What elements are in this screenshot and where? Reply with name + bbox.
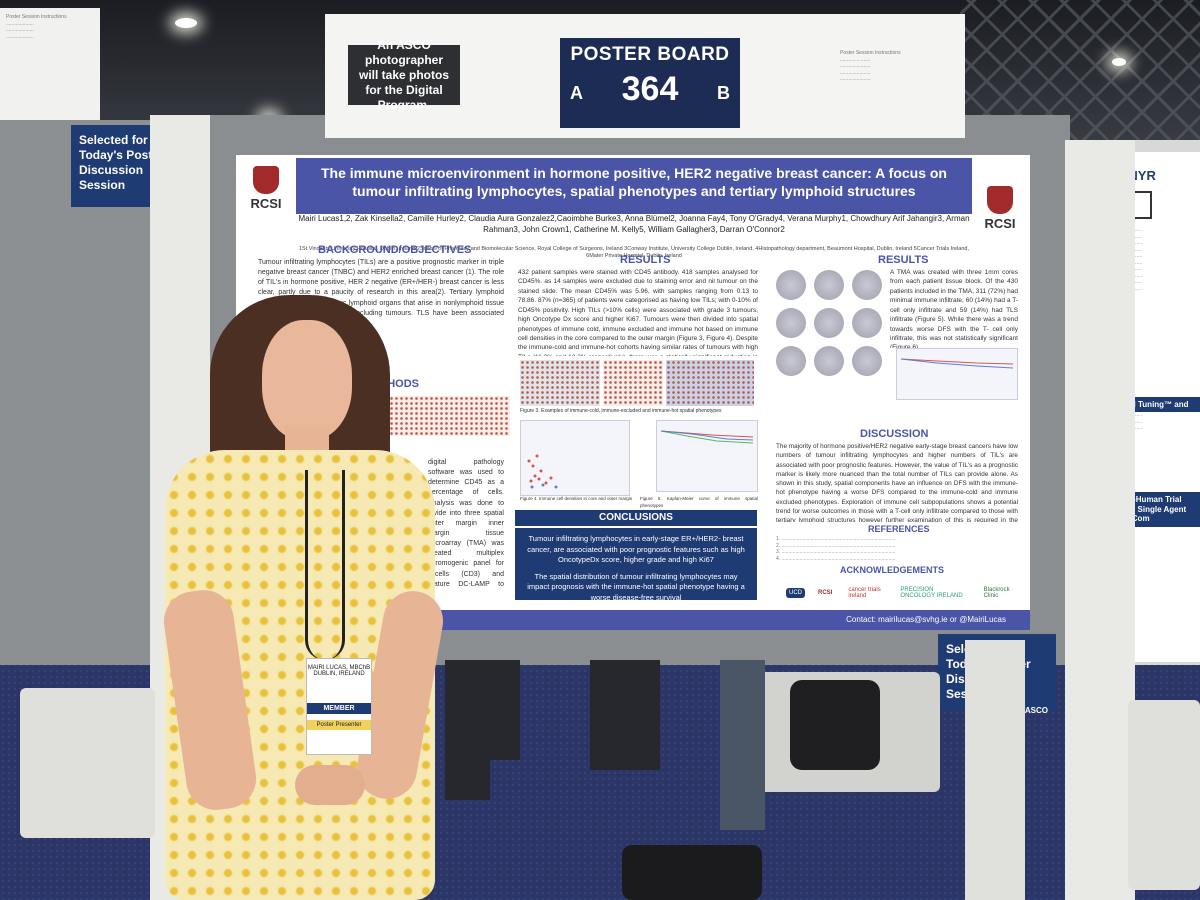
conclusion-1: Tumour infiltrating lymphocytes in early… [527,534,745,564]
person-leg [485,660,520,760]
figure4-scatter-plot [520,420,630,496]
results-text: 432 patient samples were stained with CD… [518,269,758,356]
references-list: 1. .....................................… [776,536,896,562]
km-svg [660,430,754,444]
background-heading: BACKGROUND/OBJECTIVES [318,244,472,256]
presenter-hands [295,765,365,805]
conclusions-heading: CONCLUSIONS [515,510,757,526]
ucd-logo: UCD [786,588,805,598]
tma-core [776,346,806,376]
poster-authors: Mairi Lucas1,2, Zak Kinsella2, Camille H… [298,214,970,234]
board-side-b: B [717,83,730,103]
photographer-notice: An ASCO photographer will take photos fo… [348,38,460,112]
discussion-text: The majority of hormone positive/HER2 ne… [776,443,1018,522]
tma-core [852,346,882,376]
discussion-heading: DISCUSSION [860,428,929,440]
poster-board-number-sign: POSTER BOARD 364 A B [560,38,740,128]
scatter-svg [527,454,558,489]
crest-icon [253,166,279,194]
rcsi-logo-left: RCSI [244,166,288,211]
figure5-km-curve [656,420,758,492]
figure3-image-cold [520,360,600,406]
figure3-image-hot [666,360,754,406]
scatter-points [527,454,553,485]
selected-sign-text: Selected for Today's Poster Discussion S… [79,133,164,192]
cancer-trials-logo: cancer trials ireland [848,587,881,599]
acknowledgement-logos: UCD RCSI cancer trials ireland PRECISION… [786,578,1016,608]
backpack [790,680,880,770]
lanyard [305,470,345,660]
board-pole-far [965,640,1025,900]
results-heading: RESULTS [620,254,671,266]
badge-member: MEMBER [307,703,371,714]
figure5-caption: Figure 5. Kaplan-Meier curve of immune s… [640,496,758,508]
black-bag [622,845,762,900]
figure6-km-curve [896,348,1018,400]
badge-name: MAIRI LUCAS, MBChB [307,665,371,671]
acknowledgements-heading: ACKNOWLEDGEMENTS [840,565,944,575]
references-heading: REFERENCES [868,524,930,534]
figure4-caption: Figure 4. Immune cell densities in core … [520,496,633,501]
asco-mark: 2023 ASCO [1005,706,1048,715]
ceiling-light [1112,58,1126,66]
rcsi-small-logo: RCSI [818,590,833,596]
tma-core [814,270,844,300]
poster-board-label: POSTER BOARD [570,44,730,65]
person-leg-jeans [720,660,765,830]
blackrock-clinic-logo: Blackrock Clinic [983,587,1010,599]
person-leg [590,660,660,770]
methods-text: digital pathology software was used to d… [428,459,504,588]
poster-affiliations: 1St Vincents University Hospital, Dublin… [298,246,970,259]
results2-heading: RESULTS [878,254,929,266]
tma-core [776,270,806,300]
tma-core [814,346,844,376]
figure3-caption: Figure 3. Examples of immune-cold, immun… [520,408,722,414]
tma-core-grid [776,270,886,380]
board-side-a: A [570,83,583,103]
presenter-face [262,320,352,440]
ceiling-light [175,18,197,28]
badge-role: Poster Presenter [307,720,371,730]
poster-board-number: 364 [621,70,679,108]
person-leg [445,660,490,800]
scatter-points-blue [530,483,558,489]
crest-icon [987,186,1013,214]
name-badge: MAIRI LUCAS, MBChB DUBLIN, IRELAND MEMBE… [306,658,372,755]
precision-oncology-logo: PRECISION ONCOLOGY IRELAND [900,587,963,599]
board-pole-right [1065,140,1135,900]
badge-org: DUBLIN, IRELAND [313,671,365,677]
conclusions-box: Tumour infiltrating lymphocytes in early… [515,528,757,602]
figure3-image-excluded [603,360,663,406]
logo-text: RCSI [250,196,282,211]
instructions-text: Poster Session Instructions.............… [840,50,901,82]
poster-title: The immune microenvironment in hormone p… [296,158,972,214]
folding-chair-left [20,688,155,838]
results2-text: A TMA was created with three 1mm cores f… [890,269,1018,348]
km-svg-2 [900,358,1014,369]
tma-core [814,308,844,338]
tma-core [776,308,806,338]
tma-core [852,270,882,300]
folding-chair-right [1128,700,1200,890]
rcsi-logo-right: RCSI [978,186,1022,231]
tma-core [852,308,882,338]
methods-staining-image [384,396,510,436]
conclusion-2: The spatial distribution of tumour infil… [527,571,745,602]
neighbor-header-sign: Poster Session Instructions.............… [0,8,100,120]
logo-text: RCSI [984,216,1016,231]
